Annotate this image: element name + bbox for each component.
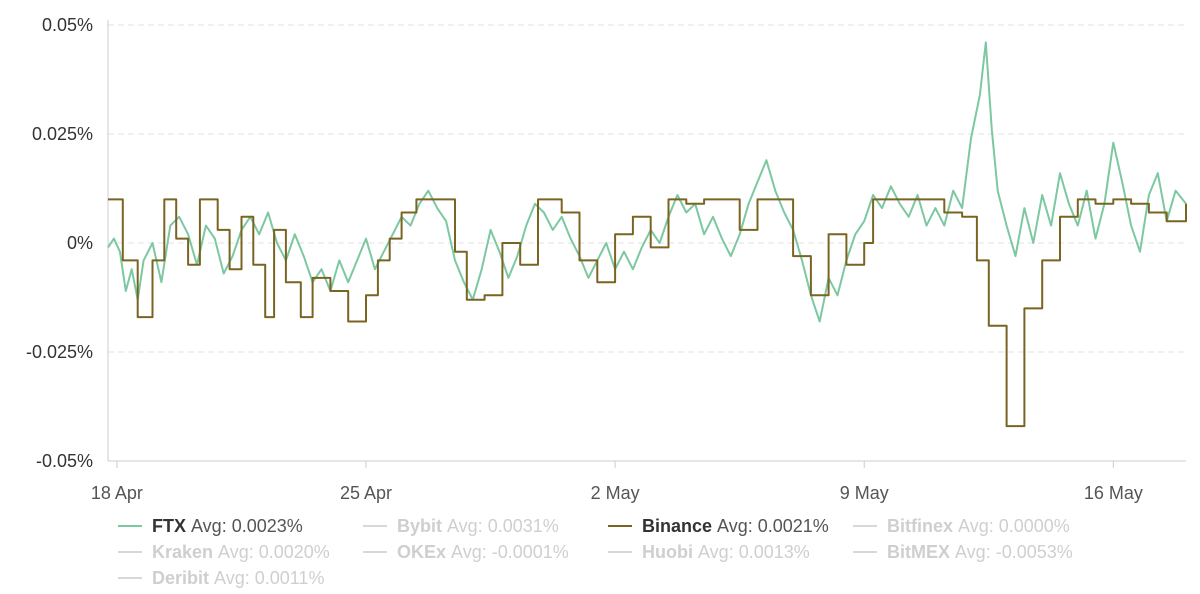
legend-swatch [118, 525, 142, 527]
series-line-ftx [107, 41, 1187, 323]
legend-series-name: Binance [642, 515, 713, 536]
legend-series-name: Deribit [152, 567, 210, 588]
legend-avg-value: 0.0011% [254, 567, 325, 588]
legend-avg-value: -0.0053% [995, 541, 1073, 562]
legend-series-name: Huobi [642, 541, 693, 562]
y-tick-label: 0.05% [42, 15, 93, 35]
legend-avg-label: Avg: [451, 541, 487, 562]
legend-series-name: BitMEX [887, 541, 950, 562]
legend-avg-value: 0.0020% [258, 541, 330, 562]
legend-swatch [363, 551, 387, 553]
legend-avg-label: Avg: [717, 515, 753, 536]
legend-series-name: OKEx [397, 541, 447, 562]
legend-item-okex[interactable]: OKEx Avg: -0.0001% [363, 540, 608, 564]
y-tick-label: -0.05% [36, 451, 93, 471]
legend-swatch [853, 525, 877, 527]
legend-avg-label: Avg: [698, 541, 734, 562]
y-tick-label: 0% [67, 233, 93, 253]
series-line-binance [108, 198, 1187, 428]
legend-series-name: FTX [152, 515, 186, 536]
x-tick-label: 9 May [840, 483, 889, 503]
series-lines [107, 41, 1187, 428]
legend-avg-label: Avg: [214, 567, 250, 588]
legend-series-name: Bitfinex [887, 515, 954, 536]
legend-avg-label: Avg: [218, 541, 254, 562]
legend-swatch [608, 551, 632, 553]
legend-swatch [608, 525, 632, 527]
legend-item-deribit[interactable]: Deribit Avg: 0.0011% [118, 566, 363, 590]
legend-avg-label: Avg: [191, 515, 227, 536]
legend-item-binance[interactable]: Binance Avg: 0.0021% [608, 514, 853, 538]
y-tick-label: -0.025% [26, 342, 93, 362]
y-tick-label: 0.025% [32, 124, 93, 144]
legend-avg-value: 0.0021% [757, 515, 829, 536]
legend-swatch [853, 551, 877, 553]
legend-swatch [118, 577, 142, 579]
legend-avg-label: Avg: [955, 541, 991, 562]
x-axis: 18 Apr 25 Apr 2 May 9 May 16 May [91, 460, 1186, 503]
legend-avg-value: -0.0001% [491, 541, 569, 562]
legend-swatch [118, 551, 142, 553]
legend-series-name: Bybit [397, 515, 442, 536]
legend-item-bitmex[interactable]: BitMEX Avg: -0.0053% [853, 540, 1098, 564]
legend-avg-label: Avg: [958, 515, 994, 536]
x-tick-label: 16 May [1084, 483, 1143, 503]
legend-avg-label: Avg: [447, 515, 483, 536]
legend-avg-value: 0.0031% [487, 515, 559, 536]
x-tick-label: 18 Apr [91, 483, 143, 503]
x-tick-label: 2 May [591, 483, 640, 503]
legend-avg-value: 0.0000% [998, 515, 1070, 536]
legend-avg-value: 0.0023% [231, 515, 303, 536]
legend-item-kraken[interactable]: Kraken Avg: 0.0020% [118, 540, 363, 564]
legend-swatch [363, 525, 387, 527]
chart-plot: 0.05% 0.025% 0% -0.025% -0.05% 18 Apr 25 Apr 2… [26, 15, 1187, 503]
gridlines [108, 24, 1186, 353]
legend-item-huobi[interactable]: Huobi Avg: 0.0013% [608, 540, 853, 564]
x-tick-label: 25 Apr [340, 483, 392, 503]
legend-item-bybit[interactable]: Bybit Avg: 0.0031% [363, 514, 608, 538]
legend-series-name: Kraken [152, 541, 214, 562]
legend-item-ftx[interactable]: FTX Avg: 0.0023% [118, 514, 363, 538]
legend: FTX Avg: 0.0023% Bybit Avg: 0.0031% Binance Avg… [118, 514, 1178, 590]
y-axis: 0.05% 0.025% 0% -0.025% -0.05% [26, 15, 109, 471]
legend-avg-value: 0.0013% [738, 541, 810, 562]
legend-item-bitfinex[interactable]: Bitfinex Avg: 0.0000% [853, 514, 1098, 538]
